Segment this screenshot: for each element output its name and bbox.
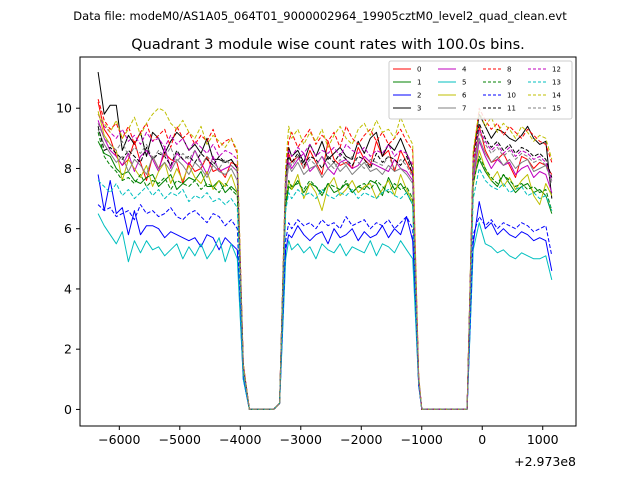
x-offset-label: +2.973e8 bbox=[514, 454, 576, 469]
x-tick-label: 0 bbox=[478, 432, 486, 447]
legend-label-10: 10 bbox=[507, 92, 516, 100]
series-line-4 bbox=[97, 120, 553, 410]
series-line-8 bbox=[97, 99, 553, 410]
series-line-9 bbox=[97, 132, 553, 410]
data-file-label: Data file: modeM0/AS1A05_064T01_90000029… bbox=[73, 9, 567, 23]
x-tick-label: −2000 bbox=[340, 432, 382, 447]
legend-box bbox=[388, 60, 573, 120]
legend-label-11: 11 bbox=[507, 105, 516, 113]
chart-title: Quadrant 3 module wise count rates with … bbox=[131, 37, 525, 53]
y-tick-label: 0 bbox=[64, 402, 72, 417]
series-line-7 bbox=[97, 129, 553, 410]
series-line-6 bbox=[97, 111, 553, 410]
series-line-10 bbox=[97, 204, 553, 410]
y-tick-label: 8 bbox=[64, 161, 72, 176]
y-tick-label: 4 bbox=[64, 281, 72, 296]
series-line-13 bbox=[97, 168, 553, 410]
legend-label-15: 15 bbox=[552, 105, 561, 113]
series-line-12 bbox=[97, 113, 553, 410]
legend-label-7: 7 bbox=[462, 105, 466, 113]
x-tick-label: −6000 bbox=[98, 432, 140, 447]
x-tick-label: −4000 bbox=[219, 432, 261, 447]
series-layer bbox=[97, 72, 553, 410]
x-tick-label: −3000 bbox=[280, 432, 322, 447]
y-tick-label: 6 bbox=[64, 221, 72, 236]
legend-label-6: 6 bbox=[462, 92, 467, 100]
series-line-5 bbox=[97, 213, 553, 410]
series-line-14 bbox=[97, 107, 553, 410]
legend-label-14: 14 bbox=[552, 92, 561, 100]
y-tick-label: 10 bbox=[56, 101, 72, 116]
legend-label-3: 3 bbox=[417, 105, 421, 113]
legend-label-13: 13 bbox=[552, 79, 561, 87]
legend-label-12: 12 bbox=[552, 66, 561, 74]
legend-label-1: 1 bbox=[417, 79, 421, 87]
plot-frame bbox=[79, 56, 577, 427]
legend-label-4: 4 bbox=[462, 66, 467, 74]
legend-label-5: 5 bbox=[462, 79, 466, 87]
legend-label-9: 9 bbox=[507, 79, 511, 87]
x-tick-label: 1000 bbox=[527, 432, 559, 447]
x-tick-label: −5000 bbox=[159, 432, 201, 447]
x-tick-label: −1000 bbox=[401, 432, 443, 447]
axes-layer: −6000 −5000 −4000 −3000 −2000 −1000 0 1000 0 2 4 6 8… bbox=[56, 101, 559, 447]
legend-label-0: 0 bbox=[417, 66, 421, 74]
legend-label-8: 8 bbox=[507, 66, 511, 74]
series-line-2 bbox=[97, 174, 553, 410]
series-line-15 bbox=[97, 123, 553, 410]
y-tick-label: 2 bbox=[64, 342, 72, 357]
legend-label-2: 2 bbox=[417, 92, 421, 100]
